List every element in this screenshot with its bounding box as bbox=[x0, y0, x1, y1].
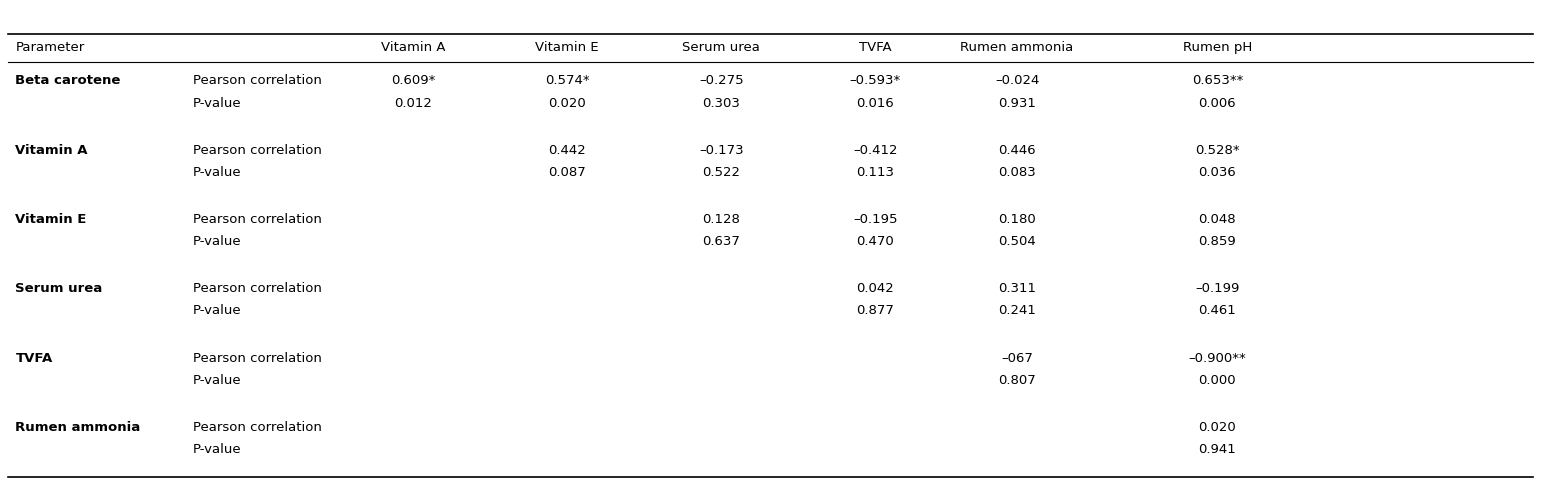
Text: Vitamin E: Vitamin E bbox=[535, 41, 599, 55]
Text: 0.128: 0.128 bbox=[703, 213, 740, 226]
Text: 0.000: 0.000 bbox=[1199, 374, 1236, 387]
Text: Pearson correlation: Pearson correlation bbox=[193, 282, 322, 295]
Text: 0.006: 0.006 bbox=[1199, 96, 1236, 110]
Text: –0.199: –0.199 bbox=[1196, 282, 1239, 295]
Text: 0.461: 0.461 bbox=[1199, 305, 1236, 317]
Text: 0.470: 0.470 bbox=[857, 235, 894, 248]
Text: 0.931: 0.931 bbox=[999, 96, 1036, 110]
Text: Vitamin E: Vitamin E bbox=[15, 213, 86, 226]
Text: Vitamin A: Vitamin A bbox=[15, 144, 88, 156]
Text: 0.113: 0.113 bbox=[857, 166, 894, 179]
Text: 0.528*: 0.528* bbox=[1196, 144, 1239, 156]
Text: –0.195: –0.195 bbox=[854, 213, 897, 226]
Text: P-value: P-value bbox=[193, 443, 242, 456]
Text: 0.941: 0.941 bbox=[1199, 443, 1236, 456]
Text: 0.574*: 0.574* bbox=[546, 74, 589, 88]
Text: Rumen ammonia: Rumen ammonia bbox=[15, 421, 140, 434]
Text: Serum urea: Serum urea bbox=[683, 41, 760, 55]
Text: 0.036: 0.036 bbox=[1199, 166, 1236, 179]
Text: 0.012: 0.012 bbox=[394, 96, 431, 110]
Text: P-value: P-value bbox=[193, 374, 242, 387]
Text: –0.412: –0.412 bbox=[854, 144, 897, 156]
Text: Pearson correlation: Pearson correlation bbox=[193, 352, 322, 365]
Text: Vitamin A: Vitamin A bbox=[381, 41, 445, 55]
Text: 0.446: 0.446 bbox=[999, 144, 1036, 156]
Text: 0.042: 0.042 bbox=[857, 282, 894, 295]
Text: 0.303: 0.303 bbox=[703, 96, 740, 110]
Text: –0.275: –0.275 bbox=[700, 74, 743, 88]
Text: P-value: P-value bbox=[193, 96, 242, 110]
Text: 0.048: 0.048 bbox=[1199, 213, 1236, 226]
Text: Beta carotene: Beta carotene bbox=[15, 74, 120, 88]
Text: 0.241: 0.241 bbox=[999, 305, 1036, 317]
Text: P-value: P-value bbox=[193, 235, 242, 248]
Text: –0.593*: –0.593* bbox=[849, 74, 901, 88]
Text: 0.807: 0.807 bbox=[999, 374, 1036, 387]
Text: Rumen ammonia: Rumen ammonia bbox=[960, 41, 1074, 55]
Text: Parameter: Parameter bbox=[15, 41, 85, 55]
Text: 0.609*: 0.609* bbox=[391, 74, 435, 88]
Text: 0.087: 0.087 bbox=[549, 166, 586, 179]
Text: 0.016: 0.016 bbox=[857, 96, 894, 110]
Text: 0.020: 0.020 bbox=[549, 96, 586, 110]
Text: –067: –067 bbox=[1002, 352, 1032, 365]
Text: 0.877: 0.877 bbox=[857, 305, 894, 317]
Text: P-value: P-value bbox=[193, 166, 242, 179]
Text: 0.311: 0.311 bbox=[999, 282, 1036, 295]
Text: Serum urea: Serum urea bbox=[15, 282, 103, 295]
Text: Pearson correlation: Pearson correlation bbox=[193, 213, 322, 226]
Text: –0.024: –0.024 bbox=[995, 74, 1039, 88]
Text: 0.504: 0.504 bbox=[999, 235, 1036, 248]
Text: –0.173: –0.173 bbox=[700, 144, 743, 156]
Text: Pearson correlation: Pearson correlation bbox=[193, 421, 322, 434]
Text: Pearson correlation: Pearson correlation bbox=[193, 144, 322, 156]
Text: –0.900**: –0.900** bbox=[1188, 352, 1247, 365]
Text: P-value: P-value bbox=[193, 305, 242, 317]
Text: 0.653**: 0.653** bbox=[1191, 74, 1244, 88]
Text: Rumen pH: Rumen pH bbox=[1183, 41, 1251, 55]
Text: 0.442: 0.442 bbox=[549, 144, 586, 156]
Text: 0.859: 0.859 bbox=[1199, 235, 1236, 248]
Text: 0.637: 0.637 bbox=[703, 235, 740, 248]
Text: 0.020: 0.020 bbox=[1199, 421, 1236, 434]
Text: 0.522: 0.522 bbox=[703, 166, 740, 179]
Text: TVFA: TVFA bbox=[15, 352, 52, 365]
Text: 0.180: 0.180 bbox=[999, 213, 1036, 226]
Text: 0.083: 0.083 bbox=[999, 166, 1036, 179]
Text: Pearson correlation: Pearson correlation bbox=[193, 74, 322, 88]
Text: TVFA: TVFA bbox=[858, 41, 892, 55]
